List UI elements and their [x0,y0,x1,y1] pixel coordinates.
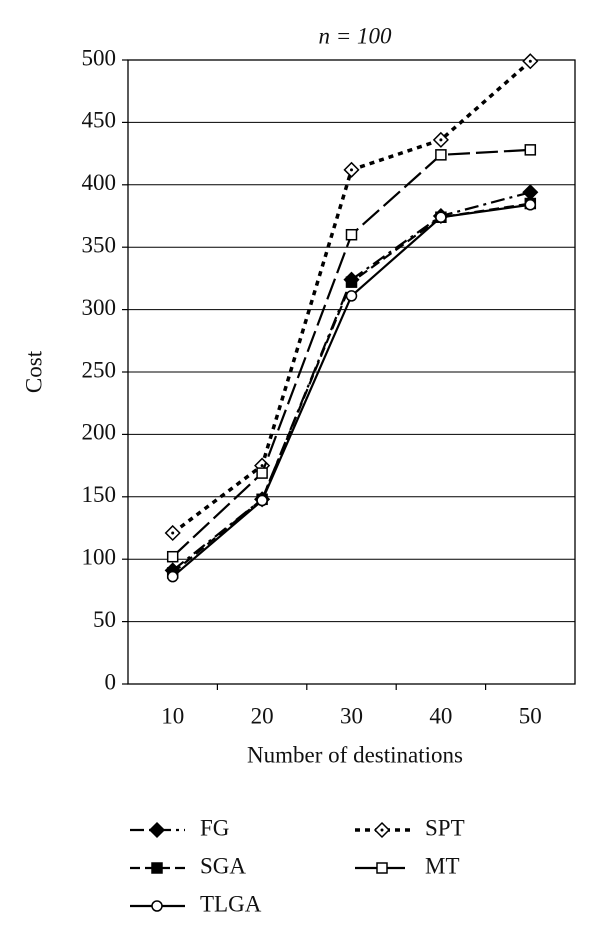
legend-marker [151,900,163,912]
legend-label: TLGA [200,891,262,916]
data-point-dot [171,531,175,535]
data-point [522,184,539,201]
data-point [435,149,447,161]
data-point [345,290,358,302]
data-point-dot [528,59,532,63]
legend-label: MT [425,853,460,878]
y-tick-label: 0 [105,669,117,694]
data-point-dot [439,138,443,142]
data-point [345,276,358,288]
x-tick-label: 30 [340,703,363,728]
legend-label: FG [200,815,229,840]
legend-label: SPT [425,815,465,840]
data-point-dot [260,464,264,468]
y-tick-label: 350 [82,232,117,257]
legend-label: SGA [200,853,246,878]
legend-marker [148,821,166,839]
legend-marker [376,862,388,874]
legend-marker-dot [380,828,384,832]
x-tick-label: 10 [161,703,184,728]
data-point [166,550,179,563]
x-tick-label: 40 [429,703,452,728]
series-line [171,203,531,578]
y-tick-label: 400 [82,170,117,195]
y-tick-label: 200 [82,420,117,445]
data-point [524,199,537,211]
x-axis-label: Number of destinations [247,742,463,767]
y-axis-label: Cost [21,350,46,393]
y-tick-label: 300 [82,295,117,320]
plot-frame [127,59,576,685]
series-line [172,191,531,572]
y-tick-label: 250 [82,357,117,382]
x-tick-label: 20 [251,703,274,728]
y-tick-label: 50 [93,607,116,632]
data-point [435,211,447,223]
y-tick-label: 450 [82,108,117,133]
data-point [345,228,358,241]
y-tick-label: 150 [82,482,117,507]
data-point [256,467,268,479]
legend-marker [151,862,163,874]
chart-title: n = 100 [318,23,392,48]
x-tick-label: 50 [519,703,542,728]
y-tick-label: 100 [82,544,117,569]
data-point [256,494,268,507]
data-point [166,570,179,583]
series-line [172,202,531,574]
y-tick-label: 500 [82,45,117,70]
data-point [524,144,537,156]
data-point-dot [350,168,353,172]
